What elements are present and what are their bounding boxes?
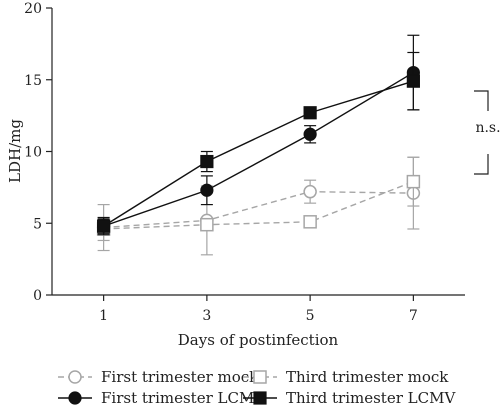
series-line xyxy=(103,71,414,227)
legend-swatch-marker xyxy=(253,370,267,384)
data-point xyxy=(200,154,214,169)
data-point xyxy=(97,219,111,233)
legend-item: First trimester mock xyxy=(58,368,259,386)
y-axis-title: LDH/mg xyxy=(6,119,24,183)
axes: 0 5 10 15 20 1 3 5 7 xyxy=(24,1,465,324)
series-layer xyxy=(96,34,421,256)
x-tick-label: 1 xyxy=(99,308,108,324)
data-point xyxy=(200,217,214,232)
legend-swatch-marker xyxy=(68,391,82,405)
significance-annotation: n.s. xyxy=(474,90,500,175)
series-2 xyxy=(97,34,420,234)
data-point xyxy=(406,174,421,189)
series-line xyxy=(103,180,414,230)
legend-item: Third trimester LCMV xyxy=(243,389,456,407)
data-point xyxy=(303,127,317,141)
x-tick-label: 5 xyxy=(306,308,315,324)
legend-swatch-marker xyxy=(253,391,267,405)
annotation-label: n.s. xyxy=(475,120,500,136)
series-line xyxy=(103,190,414,229)
bracket-upper xyxy=(474,90,489,111)
data-point xyxy=(303,106,317,120)
legend-label: Third trimester LCMV xyxy=(286,389,456,407)
y-tick-label: 20 xyxy=(24,1,42,17)
series-1 xyxy=(96,156,421,242)
y-tick-label: 0 xyxy=(33,288,42,304)
legend-label: Third trimester mock xyxy=(286,368,449,386)
y-tick-label: 10 xyxy=(24,145,42,161)
series-0 xyxy=(96,156,421,256)
legend-item: First trimester LCMV xyxy=(58,389,266,407)
bracket-lower xyxy=(474,154,489,175)
x-tick-label: 7 xyxy=(409,308,418,324)
data-point xyxy=(303,184,317,199)
x-tick-label: 3 xyxy=(202,308,211,324)
series-line xyxy=(103,80,414,227)
series-3 xyxy=(97,51,420,236)
data-point xyxy=(406,74,420,88)
data-point xyxy=(303,215,317,229)
y-tick-label: 15 xyxy=(24,73,42,89)
legend-label: First trimester mock xyxy=(101,368,259,386)
legend-label: First trimester LCMV xyxy=(101,389,266,407)
y-tick-label: 5 xyxy=(33,216,42,232)
legend-swatch-marker xyxy=(68,370,82,384)
legend-item: Third trimester mock xyxy=(243,368,449,386)
data-point xyxy=(200,183,214,197)
legend: First trimester mock Third trimester mock… xyxy=(58,368,456,407)
x-axis-title: Days of postinfection xyxy=(178,331,339,349)
